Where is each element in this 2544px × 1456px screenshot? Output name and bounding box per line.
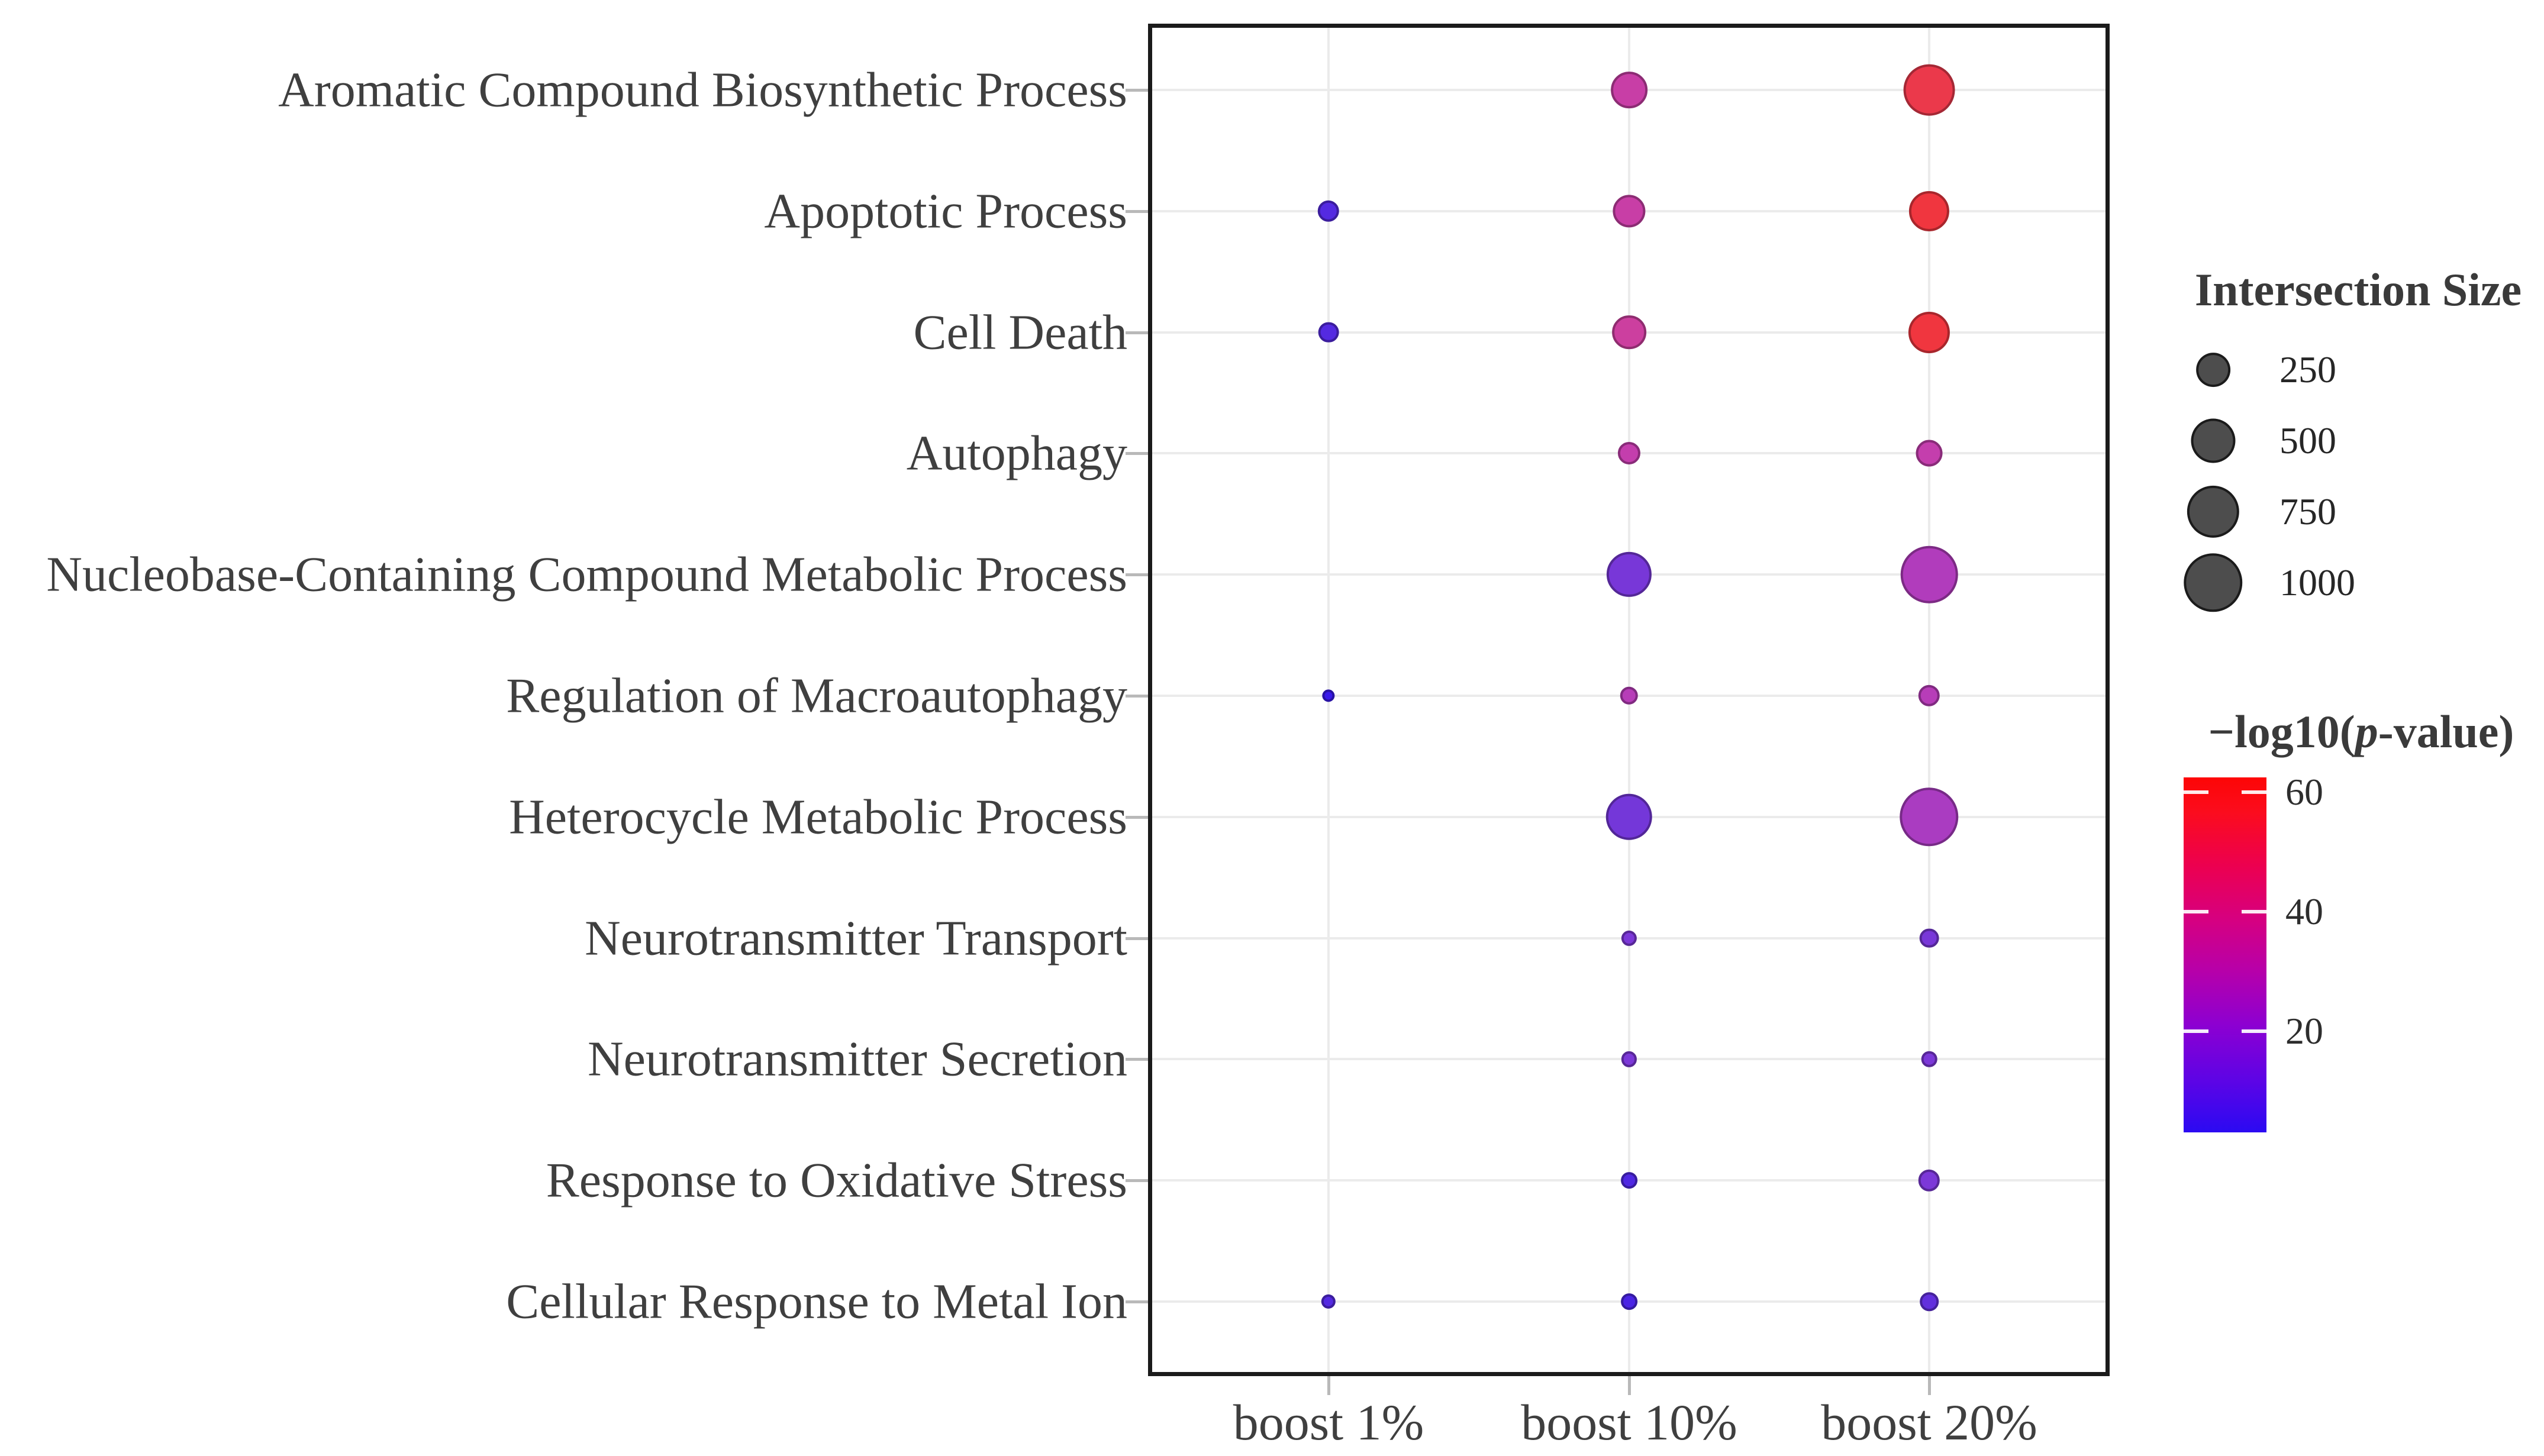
size-legend-dot [2187,485,2240,538]
x-axis-tick [1327,1376,1330,1395]
colorbar-tick-label: 60 [2285,771,2323,813]
colorbar-tick [2184,909,2208,913]
data-point [1918,1169,1940,1192]
y-axis-tick [1126,695,1148,698]
colorbar-title-prefix: −log10( [2208,706,2355,757]
colorbar-tick [2242,909,2266,913]
data-point [1322,689,1335,702]
data-point [1317,200,1340,222]
data-point [1918,685,1940,707]
y-axis-tick [1126,573,1148,577]
y-axis-label: Autophagy [906,425,1127,481]
y-axis-tick [1126,1058,1148,1061]
data-point [1919,928,1939,948]
colorbar-title-suffix: -value) [2378,706,2514,757]
x-axis-label: boost 20% [1821,1394,2037,1451]
data-point [1900,545,1958,603]
colorbar-title-p: p [2355,706,2378,757]
colorbar-tick [2242,1029,2266,1033]
colorbar-tick [2184,1029,2208,1033]
y-axis-tick [1126,1300,1148,1303]
colorbar-tick-label: 20 [2285,1009,2323,1052]
data-point [1605,793,1653,841]
size-legend-title: Intersection Size [2194,264,2522,315]
data-point [1908,191,1950,231]
data-point [1621,1172,1637,1189]
size-legend-value: 750 [2279,490,2336,532]
data-point [1617,442,1641,465]
data-point [1318,322,1339,343]
y-axis-tick [1126,1179,1148,1183]
size-legend-dot [2196,353,2230,387]
data-point [1613,195,1646,228]
data-point [1908,311,1950,353]
data-point [1921,1051,1937,1067]
size-legend-value: 500 [2279,419,2336,461]
data-point [1916,440,1943,467]
y-axis-label: Apoptotic Process [764,183,1127,239]
data-point [1903,64,1955,116]
data-point [1621,930,1637,946]
x-axis-tick [1928,1376,1931,1395]
y-axis-label: Response to Oxidative Stress [546,1152,1127,1208]
y-axis-tick [1126,937,1148,940]
y-axis-tick [1126,89,1148,92]
y-axis-tick [1126,331,1148,334]
y-axis-label: Heterocycle Metabolic Process [509,789,1127,845]
data-point [1621,1051,1637,1067]
y-axis-label: Aromatic Compound Biosynthetic Process [278,62,1127,118]
size-legend-value: 250 [2279,348,2336,390]
y-axis-label: Cell Death [913,305,1127,360]
y-axis-tick [1126,452,1148,456]
data-point [1611,72,1647,108]
size-legend-dot [2184,553,2243,612]
x-axis-label: boost 10% [1521,1394,1737,1451]
y-axis-label: Nucleobase-Containing Compound Metabolic… [46,547,1127,602]
data-point [1321,1294,1336,1309]
x-axis-tick [1628,1376,1631,1395]
y-axis-label: Neurotransmitter Secretion [587,1031,1127,1087]
colorbar-tick [2184,790,2208,795]
colorbar-tick-label: 40 [2285,890,2323,932]
plot-panel-border [1148,24,2110,1376]
data-point [1621,1293,1637,1310]
x-axis-label: boost 1% [1233,1394,1424,1451]
y-axis-label: Cellular Response to Metal Ion [506,1274,1127,1329]
y-axis-label: Neurotransmitter Transport [585,911,1127,966]
y-axis-tick [1126,209,1148,213]
colorbar-title: −log10(p-value) [2208,705,2514,758]
data-point [1612,315,1646,350]
size-legend-value: 1000 [2279,561,2355,603]
y-axis-tick [1126,815,1148,819]
size-legend-dot [2191,418,2236,463]
data-point [1606,552,1652,598]
data-point [1920,1292,1939,1311]
data-point [1620,686,1639,705]
colorbar-gradient [2184,777,2266,1132]
data-point [1900,787,1959,847]
colorbar-tick [2242,790,2266,795]
y-axis-label: Regulation of Macroautophagy [506,668,1127,724]
